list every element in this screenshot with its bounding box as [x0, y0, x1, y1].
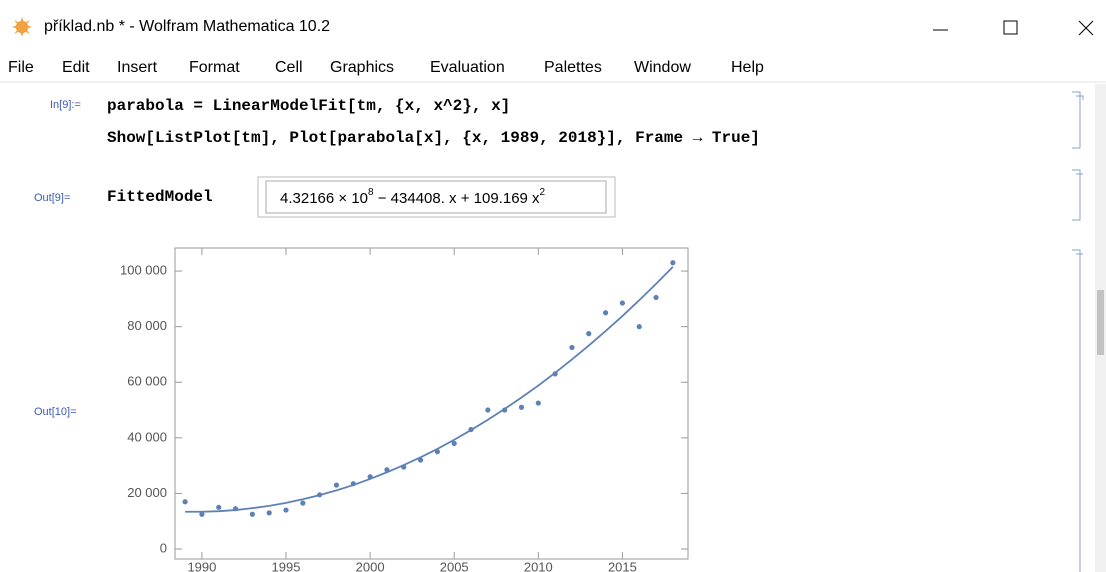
x-tick-label: 2015: [608, 559, 637, 572]
data-point: [619, 300, 626, 306]
x-tick-label: 2010: [524, 559, 553, 572]
data-point: [216, 504, 222, 510]
menu-item[interactable]: Cell: [275, 59, 303, 76]
menu-item[interactable]: Window: [634, 59, 691, 76]
menu-item[interactable]: File: [8, 59, 34, 76]
data-point: [586, 331, 592, 337]
data-point: [300, 500, 306, 506]
data-point: [485, 407, 491, 413]
menu-item[interactable]: Palettes: [544, 59, 602, 76]
summary-box: [257, 176, 616, 218]
input-label: In[9]:=: [50, 99, 81, 111]
y-tick-label: 60 000: [127, 374, 167, 389]
y-tick-label: 20 000: [127, 485, 167, 500]
chart: 0 20 000 40 000 60 000 80 000 100 000 1990 1995…: [120, 247, 689, 572]
maximize-button[interactable]: [1003, 20, 1018, 35]
output-head: FittedModel: [107, 188, 213, 206]
menu-item[interactable]: Evaluation: [430, 59, 505, 76]
data-point: [283, 507, 289, 513]
cell-bracket: [1072, 169, 1083, 221]
menu-item[interactable]: Graphics: [330, 59, 394, 76]
code-line: parabola = LinearModelFit[tm, {x, x^2}, …: [107, 97, 510, 115]
plot-label: Out[10]=: [34, 406, 77, 418]
title-bar: [0, 0, 1106, 52]
data-point: [451, 440, 457, 446]
data-point: [670, 260, 676, 266]
plot-frame: [174, 247, 689, 560]
cell-bracket: [1072, 91, 1084, 149]
output-label: Out[9]=: [34, 192, 70, 204]
data-point: [266, 510, 272, 516]
y-tick-label: 40 000: [127, 429, 167, 444]
formula-part: 4.32166 × 10: [280, 190, 368, 207]
formula-box: [265, 180, 607, 214]
data-point: [333, 482, 340, 488]
fit-curve: [185, 266, 674, 513]
formula-exponent: 8: [368, 187, 374, 198]
menu-item[interactable]: Format: [189, 59, 240, 76]
menu-item[interactable]: Insert: [117, 59, 158, 76]
menu-bar: File Edit Insert Format Cell Graphics Evaluati…: [8, 59, 764, 76]
scrollbar-thumb[interactable]: [1097, 290, 1104, 355]
data-point: [518, 404, 525, 410]
data-point: [535, 400, 541, 406]
close-button[interactable]: [1078, 20, 1094, 36]
data-point: [199, 511, 205, 517]
menu-item[interactable]: Edit: [62, 59, 90, 76]
data-point: [249, 511, 255, 517]
data-point: [602, 310, 609, 316]
y-tick-label: 0: [160, 540, 167, 555]
x-tick-label: 2005: [440, 559, 469, 572]
cell-bracket: [1072, 249, 1083, 572]
window-title: příklad.nb * - Wolfram Mathematica 10.2: [44, 18, 330, 35]
formula-part: − 434408. x + 109.169 x: [374, 190, 540, 207]
data-point: [182, 499, 188, 505]
x-tick-label: 1995: [272, 559, 301, 572]
y-tick-label: 80 000: [127, 318, 167, 333]
menu-item[interactable]: Help: [731, 59, 764, 76]
x-tick-label: 2000: [356, 559, 385, 572]
formula-exponent: 2: [540, 187, 546, 198]
formula: 4.32166 × 108 − 434408. x + 109.169 x2: [280, 187, 546, 207]
data-point: [653, 294, 659, 301]
code-line: Show[ListPlot[tm], Plot[parabola[x], {x,…: [107, 129, 760, 147]
app-icon: [12, 17, 32, 37]
y-tick-label: 100 000: [120, 263, 167, 278]
data-point: [636, 324, 642, 330]
data-point: [569, 344, 575, 351]
x-tick-label: 1990: [187, 559, 216, 572]
